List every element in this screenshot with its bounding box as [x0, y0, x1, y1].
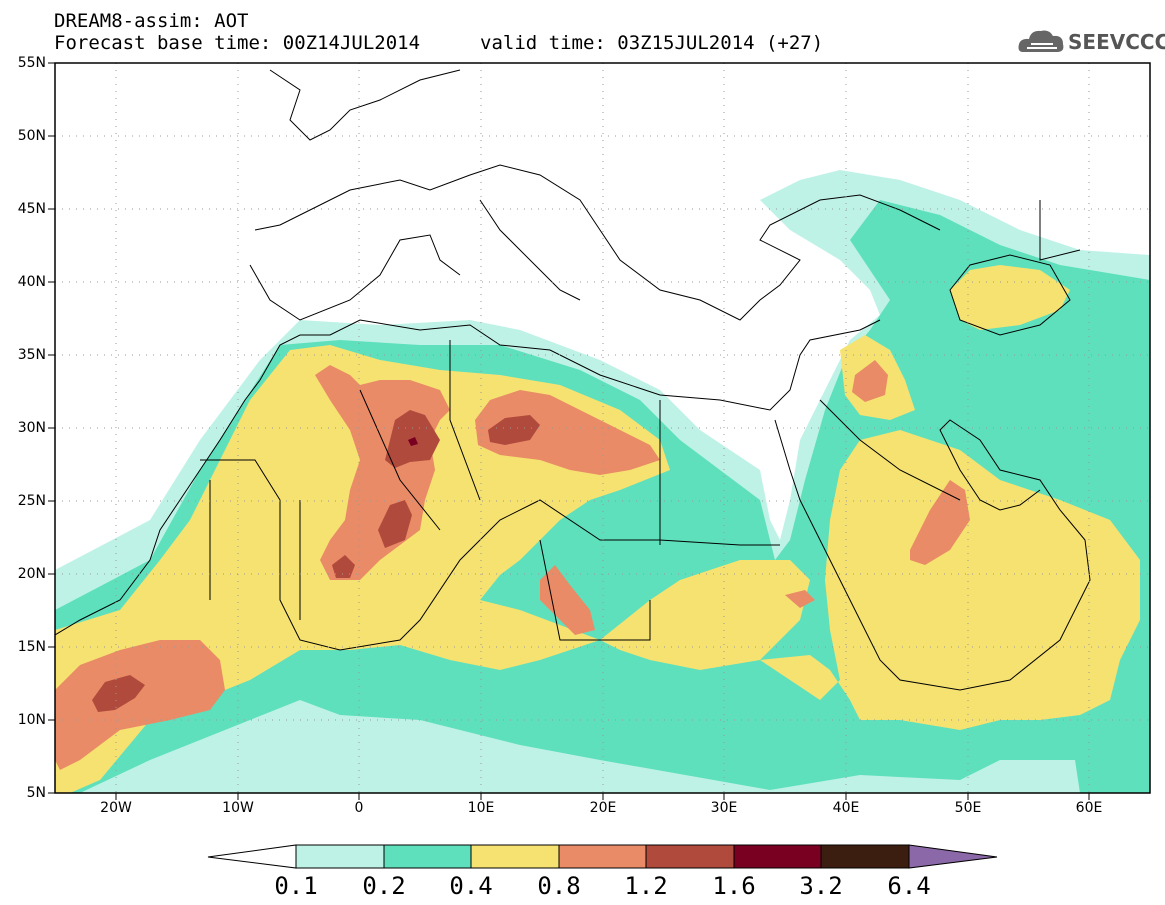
lat-label: 30N: [17, 420, 46, 436]
colorbar-bin-5: [645, 844, 735, 869]
lon-label: 10E: [467, 800, 495, 816]
cloud-logo-icon: [1018, 30, 1064, 52]
aot-0.8-westafrica: [55, 640, 225, 770]
lat-label: 35N: [17, 347, 46, 363]
lat-label: 10N: [17, 712, 46, 728]
logo-text: SEEVCCC: [1068, 30, 1165, 54]
aot-1.2-algeria-south: [378, 500, 412, 548]
lat-label: 20N: [17, 566, 46, 582]
lon-label: 60E: [1075, 800, 1103, 816]
lon-label: 40E: [832, 800, 860, 816]
colorbar-label: 0.2: [362, 872, 406, 900]
colorbar-label: 1.2: [624, 872, 668, 900]
title-line-3: valid time: 03Z15JUL2014 (+27): [480, 32, 824, 54]
title-line-2: Forecast base time: 00Z14JUL2014: [54, 32, 421, 54]
aot-1.2-libya: [488, 415, 540, 445]
aot-0.8-chad: [540, 565, 595, 635]
colorbar: [207, 844, 998, 869]
colorbar-label: 0.8: [537, 872, 581, 900]
lon-label: 30E: [710, 800, 738, 816]
lat-label: 15N: [17, 639, 46, 655]
colorbar-bin-7: [820, 844, 910, 869]
coastlines: [55, 69, 1091, 691]
aot-0.8-sudan: [785, 590, 815, 608]
lon-label: 20E: [589, 800, 617, 816]
aot-0.8-arabia: [910, 480, 970, 565]
lon-label: 20W: [100, 800, 132, 816]
lat-label: 45N: [17, 201, 46, 217]
title-line-1: DREAM8-assim: AOT: [54, 10, 249, 32]
colorbar-bin-1: [295, 844, 385, 869]
colorbar-high-arrow: [908, 844, 998, 869]
aot-0.8-libya: [475, 390, 660, 475]
colorbar-label: 0.1: [274, 872, 318, 900]
colorbar-label: 1.6: [712, 872, 756, 900]
colorbar-bin-2: [383, 844, 472, 869]
lat-label: 50N: [17, 128, 46, 144]
colorbar-bin-3: [470, 844, 560, 869]
lon-label: 0: [354, 800, 364, 816]
colorbar-bin-6: [733, 844, 822, 869]
colorbar-label: 3.2: [799, 872, 843, 900]
colorbar-label: 0.4: [449, 872, 493, 900]
lon-label: 10W: [222, 800, 254, 816]
aot-0.8-iraq: [852, 360, 888, 402]
colorbar-low-arrow: [207, 844, 297, 869]
graticule: [55, 63, 1150, 793]
aot-1.6-spot: [408, 437, 418, 446]
lat-label: 5N: [26, 785, 46, 801]
lat-label: 55N: [17, 55, 46, 71]
lat-label: 40N: [17, 274, 46, 290]
axis-ticks: [48, 62, 1090, 800]
dust-field: [55, 69, 1150, 793]
aot-0.4-region: [55, 345, 1140, 793]
aot-0.4-caspian: [950, 265, 1070, 330]
aot-1.2-westafrica: [92, 675, 145, 712]
colorbar-bin-4: [558, 844, 647, 869]
colorbar-label: 6.4: [887, 872, 931, 900]
lat-label: 25N: [17, 493, 46, 509]
aot-1.2-niger: [332, 555, 355, 578]
lon-label: 50E: [954, 800, 982, 816]
